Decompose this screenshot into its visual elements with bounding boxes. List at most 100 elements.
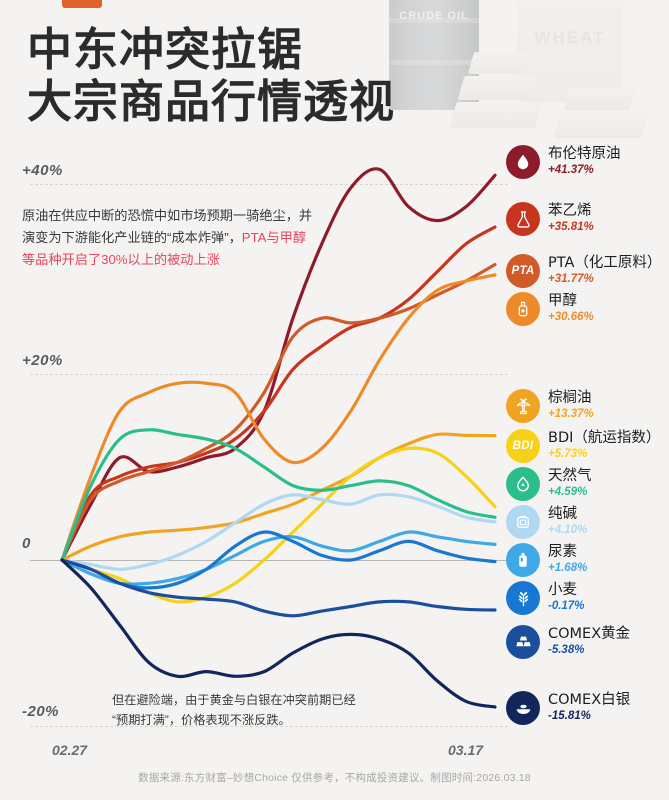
hero-artwork: CRUDE OIL WHEAT xyxy=(349,0,669,150)
gold-ingot-icon xyxy=(449,102,543,128)
gold-bars-icon xyxy=(506,625,540,659)
flask-icon xyxy=(506,202,540,236)
legend-item-text: 纯碱 +4.10% xyxy=(548,506,587,538)
legend-item-label: 小麦 xyxy=(548,582,577,598)
gridline-20 xyxy=(30,374,508,375)
legend-item-text: COMEX黄金 -5.38% xyxy=(548,626,630,658)
legend-item-label: BDI（航运指数） xyxy=(548,430,661,446)
annotation-bottom-line2: “预期打满”，价格表现不涨反跌。 xyxy=(112,713,291,727)
legend-item-text: 布伦特原油 +41.37% xyxy=(548,146,621,178)
urea-icon xyxy=(506,543,540,577)
wheat-icon xyxy=(506,581,540,615)
zero-line xyxy=(30,560,508,561)
gold-ingot-icon xyxy=(563,88,637,110)
series-line xyxy=(60,558,497,709)
legend-item-label: 棕榈油 xyxy=(548,390,592,406)
legend-item-text: 甲醇 +30.66% xyxy=(548,293,594,325)
gridline-40 xyxy=(30,184,508,185)
y-axis-label-20: +20% xyxy=(22,352,63,369)
crude-oil-barrel-icon: CRUDE OIL xyxy=(389,0,479,110)
legend-item-text: 棕榈油 +13.37% xyxy=(548,390,594,422)
legend-item-text: 小麦 -0.17% xyxy=(548,582,584,614)
source-footer: 数据来源:东方财富–妙想Choice 仅供参考，不构成投资建议。制图时间:202… xyxy=(138,772,531,784)
series-line xyxy=(60,446,497,604)
annotation-top-line2: 演变为下游能化产业链的“成本炸弹”， xyxy=(22,230,242,245)
series-line xyxy=(60,273,497,562)
pta-icon: PTA xyxy=(506,254,540,288)
annotation-bottom-line1: 但在避险端，由于黄金与白银在冲突前期已经 xyxy=(112,693,356,707)
series-line xyxy=(60,432,497,562)
series-line xyxy=(60,530,497,586)
legend-item-value: +4.10% xyxy=(548,524,588,536)
page-title-line1: 中东冲突拉锯 xyxy=(27,23,304,76)
y-axis-label-0: 0 xyxy=(22,535,31,552)
legend-item-value: +35.81% xyxy=(548,221,594,233)
legend-item-value: +41.37% xyxy=(548,164,594,176)
legend-item-value: +4.59% xyxy=(548,486,588,498)
legend-item-value: +30.66% xyxy=(548,311,594,323)
legend-item[interactable]: 尿素 +1.68% xyxy=(506,543,587,577)
x-axis-label-start: 02.27 xyxy=(52,742,88,758)
legend-item[interactable]: 棕榈油 +13.37% xyxy=(506,389,594,423)
legend-item[interactable]: 天然气 +4.59% xyxy=(506,467,592,501)
page-title: 中东冲突拉锯 大宗商品行情透视 xyxy=(27,24,395,128)
legend-item-text: BDI（航运指数） +5.73% xyxy=(548,430,660,462)
legend-item[interactable]: 甲醇 +30.66% xyxy=(506,292,594,326)
legend-item[interactable]: COMEX白银 -15.81% xyxy=(506,691,630,725)
series-line xyxy=(60,428,497,562)
legend-item-label: COMEX黄金 xyxy=(548,626,631,642)
methanol-icon xyxy=(506,292,540,326)
legend-item-value: +1.68% xyxy=(548,562,588,574)
legend-item-text: COMEX白银 -15.81% xyxy=(548,692,630,724)
legend-item-label: 纯碱 xyxy=(548,506,577,522)
x-axis-label-end: 03.17 xyxy=(448,742,484,758)
legend-item-value: +13.37% xyxy=(548,408,594,420)
gold-ingot-icon xyxy=(457,76,537,100)
legend-item-label: PTA（化工原料） xyxy=(548,255,662,271)
chart-plot-area: +40% +20% 0 -20% 02.27 03.17 xyxy=(0,150,510,758)
bdi-icon: BDI xyxy=(506,429,540,463)
annotation-bottom: 但在避险端，由于黄金与白银在冲突前期已经 “预期打满”，价格表现不涨反跌。 xyxy=(112,690,442,730)
gold-ingot-icon xyxy=(467,52,533,74)
annotation-top-line1: 原油在供应中断的恐慌中如市场预期一骑绝尘，并 xyxy=(22,208,313,223)
y-axis-label-neg20: -20% xyxy=(22,703,60,720)
legend-item-value: -0.17% xyxy=(548,600,585,612)
gas-flame-icon xyxy=(506,467,540,501)
legend-item-text: PTA（化工原料） +31.77% xyxy=(548,255,661,287)
legend-item-text: 天然气 +4.59% xyxy=(548,468,592,500)
legend-item-label: 天然气 xyxy=(548,468,592,484)
annotation-top-highlight2: 等品种开启了30%以上的被动上涨 xyxy=(22,252,220,267)
palm-oil-icon xyxy=(506,389,540,423)
legend-item-value: +5.73% xyxy=(548,448,588,460)
legend-item-label: 苯乙烯 xyxy=(548,203,592,219)
sack-label: WHEAT xyxy=(534,28,606,47)
wheat-sack-icon: WHEAT xyxy=(517,0,623,102)
gridline-neg20 xyxy=(30,726,508,727)
legend-item[interactable]: COMEX黄金 -5.38% xyxy=(506,625,630,659)
barrel-label: CRUDE OIL xyxy=(399,10,469,22)
annotation-top-highlight1: PTA与甲醇 xyxy=(241,230,307,245)
legend-item-label: 尿素 xyxy=(548,544,577,560)
legend-item[interactable]: 纯碱 +4.10% xyxy=(506,505,587,539)
legend-item[interactable]: PTA PTA（化工原料） +31.77% xyxy=(506,254,661,288)
legend-item-value: -5.38% xyxy=(548,644,585,656)
legend-item-label: 布伦特原油 xyxy=(548,146,621,162)
page-title-line2: 大宗商品行情透视 xyxy=(27,75,396,128)
legend-item-value: -15.81% xyxy=(548,710,591,722)
legend-item[interactable]: BDI BDI（航运指数） +5.73% xyxy=(506,429,660,463)
gold-ingot-icon xyxy=(553,112,649,138)
legend-item[interactable]: 小麦 -0.17% xyxy=(506,581,584,615)
series-line xyxy=(60,492,497,571)
legend-item-value: +31.77% xyxy=(548,273,594,285)
legend-item[interactable]: 苯乙烯 +35.81% xyxy=(506,202,594,236)
y-axis-label-40: +40% xyxy=(22,162,63,179)
legend-item-text: 尿素 +1.68% xyxy=(548,544,587,576)
legend-item-label: COMEX白银 xyxy=(548,692,631,708)
legend-item[interactable]: 布伦特原油 +41.37% xyxy=(506,145,621,179)
series-line xyxy=(60,530,497,590)
series-line xyxy=(60,225,497,562)
chart-lines xyxy=(60,167,497,709)
series-line xyxy=(60,262,497,562)
top-accent-tab xyxy=(62,0,102,8)
